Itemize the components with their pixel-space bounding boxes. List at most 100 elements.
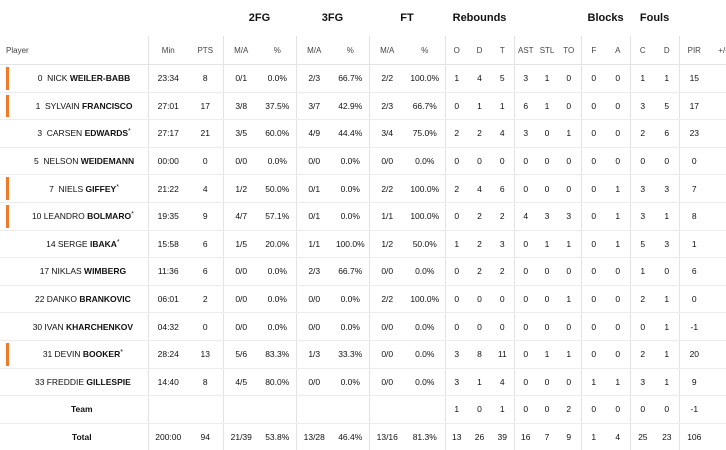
- group-header-row: 2FG 3FG FT Rebounds Blocks Fouls: [0, 0, 726, 36]
- stat-blk-a: 0: [606, 119, 631, 148]
- player-row[interactable]: 22 DANKO BRANKOVIC 06:01 2 0/0 0.0% 0/0 0.0% 2/2…: [0, 285, 726, 314]
- player-first-name: CARSEN: [46, 128, 83, 139]
- stat-foul-c: 2: [629, 119, 656, 148]
- col-stl: STL: [537, 36, 558, 65]
- player-row[interactable]: 31 DEVIN BOOKER* 28:24 13 5/6 83.3% 1/3 33.3% 0/…: [0, 340, 726, 369]
- player-row[interactable]: 7 NIELS GIFFEY* 21:22 4 1/2 50.0% 0/1 0.0% 2/2 10…: [0, 174, 726, 203]
- stat-reb-t: 4: [491, 119, 515, 148]
- stat-to: 0: [557, 92, 582, 121]
- player-row[interactable]: 33 FREDDIE GILLESPIE 14:40 8 4/5 80.0% 0/0 0.0%…: [0, 368, 726, 397]
- stat-blk-a: 0: [606, 395, 631, 424]
- stat-blk-a: 1: [606, 230, 631, 259]
- player-last-name: GIFFEY: [85, 183, 117, 194]
- player-number: 1: [35, 100, 41, 111]
- player-cell[interactable]: 31 DEVIN BOOKER*: [0, 340, 148, 369]
- group-3fg: 3FG: [321, 12, 344, 24]
- stat-pir: -1: [678, 312, 710, 341]
- stat-reb-t: 5: [491, 64, 515, 93]
- player-cell[interactable]: 10 LEANDRO BOLMARO*: [0, 202, 148, 231]
- stat-plus-minus: [709, 230, 726, 259]
- player-row[interactable]: 0 NICK WEILER-BABB 23:34 8 0/1 0.0% 2/3 66.7% 2/…: [0, 64, 726, 93]
- player-cell[interactable]: 0 NICK WEILER-BABB: [0, 64, 148, 93]
- starter-indicator: [6, 122, 9, 145]
- player-cell[interactable]: 14 SERGE IBAKA*: [0, 230, 148, 259]
- stat-ast: 0: [513, 368, 538, 397]
- stat-ft-pct: 100.0%: [405, 202, 446, 231]
- stat-ast: 0: [513, 395, 538, 424]
- player-row[interactable]: 10 LEANDRO BOLMARO* 19:35 9 4/7 57.1% 0/1 0.0% 1…: [0, 202, 726, 231]
- stat-reb-d: 1: [468, 368, 492, 397]
- stat-2fg-ma: 1/5: [222, 230, 259, 259]
- player-cell[interactable]: 33 FREDDIE GILLESPIE: [0, 368, 148, 397]
- stat-ft-ma: 0/0: [368, 147, 405, 176]
- player-row[interactable]: 5 NELSON WEIDEMANN 00:00 0 0/0 0.0% 0/0 0.0% 0/0…: [0, 147, 726, 176]
- stat-ft-ma: 1/2: [368, 230, 405, 259]
- stat-ft-ma: 2/2: [368, 174, 405, 203]
- player-cell[interactable]: 17 NIKLAS WIMBERG: [0, 257, 148, 286]
- stat-ft-pct: 0.0%: [405, 147, 446, 176]
- player-cell[interactable]: 5 NELSON WEIDEMANN: [0, 147, 148, 176]
- group-rebounds: Rebounds: [452, 12, 507, 24]
- player-row[interactable]: 1 SYLVAIN FRANCISCO 27:01 17 3/8 37.5% 3/7 42.9…: [0, 92, 726, 121]
- group-fouls: Fouls: [639, 12, 670, 24]
- player-number: 0: [37, 73, 43, 84]
- stat-blk-f: 0: [580, 202, 607, 231]
- stat-to: 0: [557, 64, 582, 93]
- stat-reb-o: 1: [444, 64, 469, 93]
- player-number: 10: [31, 211, 42, 222]
- stat-pir: 17: [678, 92, 710, 121]
- stat-stl: 0: [537, 147, 558, 176]
- stat-to: 1: [557, 119, 582, 148]
- player-row[interactable]: 30 IVAN KHARCHENKOV 04:32 0 0/0 0.0% 0/0 0.0% 0/…: [0, 312, 726, 341]
- stat-to: 0: [557, 368, 582, 397]
- stat-2fg-ma: 0/0: [222, 257, 259, 286]
- player-row[interactable]: 3 CARSEN EDWARDS* 27:17 21 3/5 60.0% 4/9 44.4% 3…: [0, 119, 726, 148]
- stat-reb-d: 0: [468, 147, 492, 176]
- stat-plus-minus: [709, 285, 726, 314]
- stat-plus-minus: [709, 368, 726, 397]
- col-foul-d: D: [655, 36, 680, 65]
- stat-foul-c: 3: [629, 202, 656, 231]
- stat-foul-d: 1: [655, 312, 680, 341]
- stat-foul-d: 1: [655, 64, 680, 93]
- stat-plus-minus: [709, 423, 726, 450]
- stat-ft-pct: 100.0%: [405, 174, 446, 203]
- stat-plus-minus: [709, 119, 726, 148]
- stat-ast: 16: [513, 423, 538, 450]
- player-cell[interactable]: 7 NIELS GIFFEY*: [0, 174, 148, 203]
- player-number: 17: [39, 266, 50, 277]
- stat-pir: 0: [678, 147, 710, 176]
- stat-plus-minus: [709, 395, 726, 424]
- stat-blk-f: 0: [580, 174, 607, 203]
- col-blk-a: A: [606, 36, 631, 65]
- stat-ft-ma: 13/16: [368, 423, 405, 450]
- stat-2fg-pct: 80.0%: [259, 368, 296, 397]
- col-ft-ma: M/A: [368, 36, 405, 65]
- stat-3fg-pct: 0.0%: [332, 285, 369, 314]
- player-row[interactable]: 17 NIKLAS WIMBERG 11:36 6 0/0 0.0% 2/3 66.7% 0/0…: [0, 257, 726, 286]
- stat-3fg-pct: 42.9%: [332, 92, 369, 121]
- player-last-name: IBAKA: [89, 238, 117, 249]
- stat-reb-o: 0: [444, 202, 469, 231]
- stat-3fg-pct: 0.0%: [332, 174, 369, 203]
- stat-2fg-pct: 57.1%: [259, 202, 296, 231]
- player-star-mark: *: [131, 211, 134, 219]
- player-row[interactable]: 14 SERGE IBAKA* 15:58 6 1/5 20.0% 1/1 100.0% 1/2…: [0, 230, 726, 259]
- stat-3fg-pct: 0.0%: [332, 202, 369, 231]
- stat-3fg-pct: 46.4%: [338, 432, 363, 443]
- player-cell[interactable]: 3 CARSEN EDWARDS*: [0, 119, 148, 148]
- stat-2fg-ma: 0/0: [222, 312, 259, 341]
- stat-reb-t: 0: [491, 147, 515, 176]
- player-cell[interactable]: 1 SYLVAIN FRANCISCO: [0, 92, 148, 121]
- stat-min: [147, 395, 188, 424]
- stat-foul-c: 0: [629, 312, 656, 341]
- player-cell[interactable]: 22 DANKO BRANKOVIC: [0, 285, 148, 314]
- stat-2fg-ma: 5/6: [222, 340, 259, 369]
- stat-stl: 0: [537, 368, 558, 397]
- stat-2fg-pct: 50.0%: [259, 174, 296, 203]
- player-cell[interactable]: 30 IVAN KHARCHENKOV: [0, 312, 148, 341]
- stat-stl: 0: [537, 174, 558, 203]
- stat-min: 27:01: [147, 92, 188, 121]
- player-number: 30: [32, 321, 43, 332]
- stat-3fg-pct: 100.0%: [332, 230, 369, 259]
